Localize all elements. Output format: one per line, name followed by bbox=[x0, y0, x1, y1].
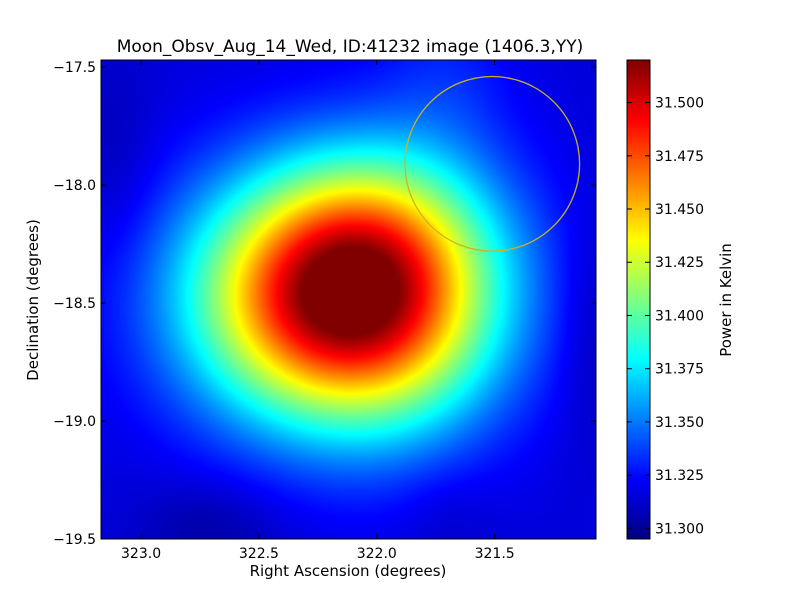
colorbar-tick-label: 31.300 bbox=[655, 521, 704, 537]
colorbar-frame bbox=[626, 59, 651, 540]
y-tick-label: −18.5 bbox=[53, 296, 96, 312]
x-tick-label: 323.0 bbox=[121, 546, 161, 562]
heatmap-canvas bbox=[101, 60, 596, 539]
heatmap bbox=[101, 60, 596, 539]
chart-title: Moon_Obsv_Aug_14_Wed, ID:41232 image (14… bbox=[117, 37, 584, 57]
x-tick-label: 322.5 bbox=[239, 546, 279, 562]
y-tick-label: −19.5 bbox=[53, 532, 96, 548]
colorbar-tick-label: 31.425 bbox=[655, 255, 704, 271]
colorbar-canvas bbox=[627, 60, 650, 539]
colorbar-tick-label: 31.500 bbox=[655, 96, 704, 112]
x-axis-label: Right Ascension (degrees) bbox=[250, 562, 447, 580]
plot-frame bbox=[100, 59, 597, 540]
colorbar-tick-label: 31.375 bbox=[655, 362, 704, 378]
colorbar-tick-label: 31.400 bbox=[655, 308, 704, 324]
colorbar-tick-label: 31.450 bbox=[655, 202, 704, 218]
x-axis: 323.0 322.5 322.0 321.5 bbox=[121, 60, 515, 562]
colorbar-axis: 31.300 31.325 31.350 31.375 31.400 31.425 31.4… bbox=[627, 96, 704, 537]
colorbar-label: Power in Kelvin bbox=[717, 243, 735, 357]
colorbar bbox=[627, 60, 650, 539]
colorbar-tick-label: 31.475 bbox=[655, 149, 704, 165]
y-tick-label: −19.0 bbox=[53, 414, 96, 430]
x-tick-label: 322.0 bbox=[357, 546, 397, 562]
colorbar-tick-label: 31.325 bbox=[655, 468, 704, 484]
y-tick-label: −18.0 bbox=[53, 178, 96, 194]
x-tick-label: 321.5 bbox=[475, 546, 515, 562]
source-circle bbox=[404, 75, 581, 252]
y-tick-label: −17.5 bbox=[53, 60, 96, 76]
colorbar-tick-label: 31.350 bbox=[655, 415, 704, 431]
y-axis-label: Declination (degrees) bbox=[24, 219, 42, 381]
y-axis: −17.5 −18.0 −18.5 −19.0 −19.5 bbox=[53, 60, 596, 548]
